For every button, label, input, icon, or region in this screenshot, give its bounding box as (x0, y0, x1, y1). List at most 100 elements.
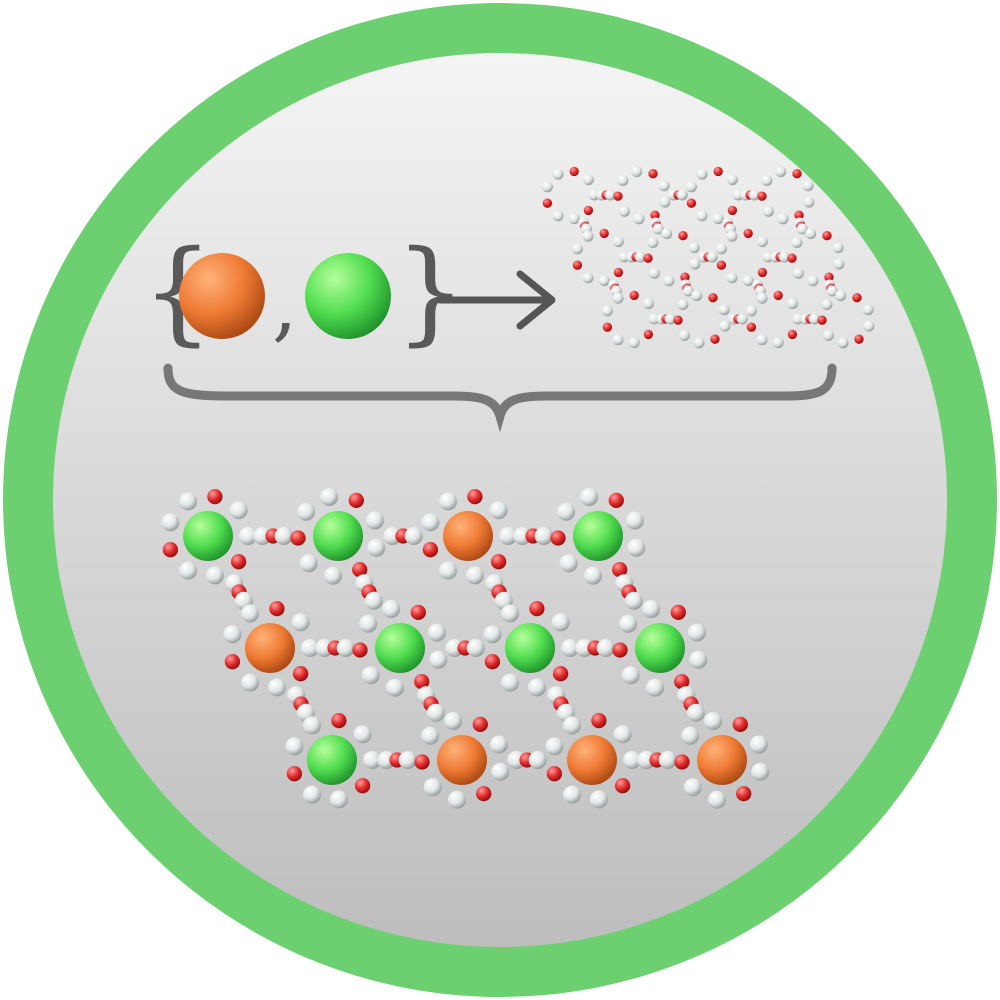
oxygen-atom (773, 290, 783, 301)
oxygen-atom (650, 210, 660, 220)
carbon-atom (545, 737, 564, 756)
carbon-atom (253, 527, 272, 545)
oxygen-atom (612, 561, 628, 578)
carbon-atom (648, 267, 660, 279)
carbon-atom (826, 285, 838, 297)
carbon-atom (320, 488, 339, 506)
carbon-atom (575, 639, 594, 657)
carbon-atom (571, 243, 583, 255)
carbon-atom (604, 189, 616, 201)
green-guest-sphere (375, 623, 425, 673)
carbon-atom (685, 181, 697, 193)
carbon-atom (617, 175, 629, 186)
carbon-atom (601, 305, 613, 317)
carbon-atom (802, 180, 814, 192)
carbon-atom (693, 337, 705, 349)
oxygen-atom (670, 604, 686, 621)
carbon-atom (718, 304, 730, 316)
oxygen-atom (824, 272, 834, 282)
oxygen-atom (792, 169, 802, 179)
carbon-atom (299, 554, 318, 573)
orange-guest-sphere (443, 511, 493, 561)
carbon-atom (821, 299, 833, 310)
carbon-atom (329, 790, 348, 809)
carbon-atom (466, 639, 485, 657)
oxygen-atom (727, 205, 738, 216)
oxygen-atom (529, 600, 545, 617)
oxygen-atom (546, 766, 563, 782)
carbon-atom (658, 180, 670, 192)
carbon-atom (582, 174, 594, 186)
orange-guest-sphere (567, 735, 617, 785)
carbon-atom (715, 243, 727, 255)
reaction-equation: { , } (142, 166, 875, 357)
oxygen-atom (354, 778, 371, 794)
carbon-atom (628, 337, 640, 349)
carbon-atom (742, 275, 754, 287)
orange-guest-sphere (245, 623, 295, 673)
carbon-atom (297, 502, 316, 521)
oxygen-atom (608, 492, 624, 509)
carbon-atom (627, 538, 646, 557)
carbon-atom (274, 527, 293, 545)
carbon-atom (756, 334, 768, 346)
oxygen-atom (467, 488, 483, 505)
carbon-atom (421, 726, 440, 745)
green-guest-sphere (573, 511, 623, 561)
carbon-atom (712, 213, 724, 225)
oxygen-atom (207, 488, 223, 505)
oxygen-atom (331, 712, 347, 729)
carbon-atom (588, 189, 600, 201)
carbon-atom (552, 168, 564, 180)
carbon-atom (483, 625, 502, 644)
carbon-atom (822, 329, 834, 341)
carbon-atom (205, 566, 224, 585)
oxygen-atom (678, 231, 688, 241)
green-sphere-operand (305, 253, 391, 339)
oxygen-atom (613, 191, 623, 201)
carbon-atom (748, 189, 760, 201)
oxygen-atom (743, 228, 753, 239)
carbon-atom (686, 703, 705, 722)
oxygen-atom (290, 530, 306, 546)
arrow-right-icon (436, 270, 556, 330)
carbon-atom (596, 639, 615, 657)
comma-separator: , (272, 258, 297, 351)
carbon-atom (688, 242, 700, 254)
oxygen-atom (352, 642, 368, 658)
carbon-atom (637, 751, 656, 769)
oxygen-atom (822, 231, 832, 241)
oxygen-atom (680, 272, 690, 282)
carbon-atom (363, 751, 381, 769)
carbon-atom (429, 650, 448, 669)
carbon-atom (631, 166, 643, 178)
oxygen-atom (230, 554, 247, 570)
carbon-atom (315, 639, 334, 657)
carbon-atom (613, 725, 632, 744)
carbon-atom (696, 168, 708, 180)
oxygen-atom (422, 542, 439, 558)
carbon-atom (267, 678, 286, 697)
carbon-atom (439, 561, 457, 580)
carbon-atom (365, 511, 384, 530)
oxygen-atom (713, 166, 723, 177)
oxygen-atom (757, 191, 767, 201)
oxygen-atom (686, 198, 697, 208)
oxygen-atom (552, 666, 569, 682)
carbon-atom (646, 678, 664, 697)
oxygen-atom (542, 198, 553, 208)
gray-disc-background (53, 53, 947, 947)
oxygen-atom (490, 554, 507, 570)
carbon-atom (678, 329, 690, 341)
oxygen-atom (614, 778, 631, 794)
carbon-atom (663, 275, 675, 287)
carbon-atom (501, 604, 519, 623)
carbon-atom (863, 320, 875, 332)
carbon-atom (676, 189, 688, 201)
oxygen-atom (674, 673, 690, 690)
carbon-atom (619, 614, 638, 633)
carbon-atom (634, 251, 646, 263)
carbon-atom (439, 492, 457, 511)
